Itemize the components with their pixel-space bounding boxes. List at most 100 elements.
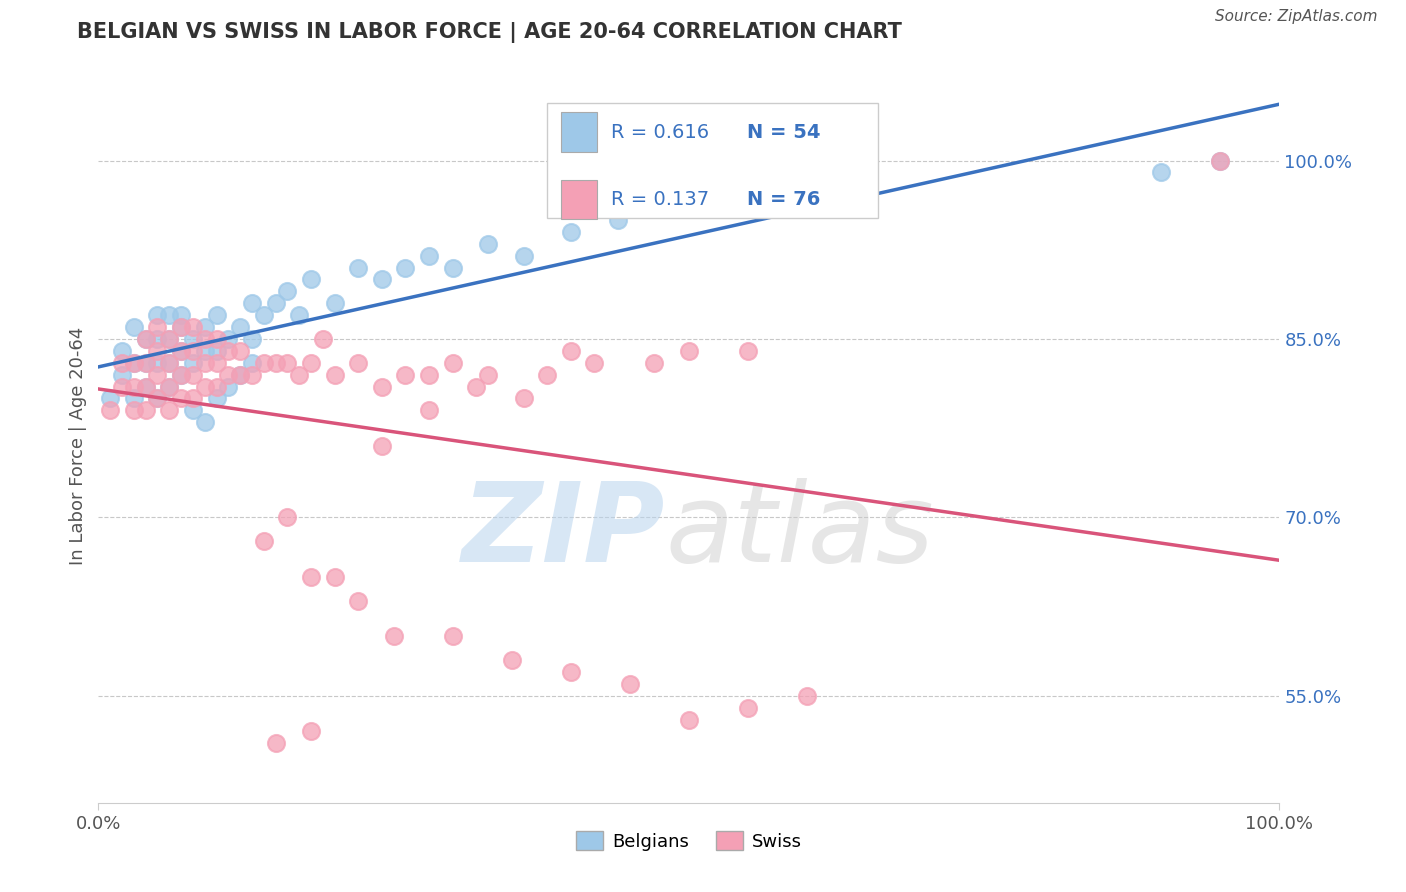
Point <box>157 356 180 370</box>
Point <box>312 332 335 346</box>
Point <box>394 368 416 382</box>
Text: ZIP: ZIP <box>461 478 665 585</box>
Point <box>205 332 228 346</box>
Point <box>371 379 394 393</box>
Point <box>441 356 464 370</box>
Point <box>135 356 157 370</box>
Point <box>170 343 193 358</box>
Point <box>146 356 169 370</box>
Point <box>157 308 180 322</box>
Point <box>146 308 169 322</box>
Point <box>253 308 276 322</box>
Point <box>477 368 499 382</box>
Point <box>157 379 180 393</box>
Point <box>394 260 416 275</box>
Point <box>240 332 263 346</box>
Point <box>170 308 193 322</box>
Point <box>170 343 193 358</box>
Point <box>347 260 370 275</box>
Point <box>678 713 700 727</box>
Text: N = 76: N = 76 <box>747 190 820 210</box>
Point <box>560 343 582 358</box>
Point <box>264 296 287 310</box>
Text: atlas: atlas <box>665 478 934 585</box>
Y-axis label: In Labor Force | Age 20-64: In Labor Force | Age 20-64 <box>69 326 87 566</box>
Point <box>170 368 193 382</box>
Point <box>111 368 134 382</box>
Point <box>146 392 169 406</box>
Point <box>253 534 276 549</box>
Point <box>205 392 228 406</box>
Point <box>288 368 311 382</box>
Point <box>418 403 440 417</box>
Point <box>98 392 121 406</box>
Point <box>1209 153 1232 168</box>
Point <box>501 653 523 667</box>
Point <box>157 403 180 417</box>
Point <box>512 249 534 263</box>
Point <box>181 392 204 406</box>
Point <box>205 356 228 370</box>
Point <box>146 343 169 358</box>
Bar <box>561 180 596 219</box>
Point <box>170 368 193 382</box>
Point <box>205 379 228 393</box>
Point <box>418 249 440 263</box>
Point <box>288 308 311 322</box>
Point <box>264 356 287 370</box>
Point <box>737 343 759 358</box>
Point <box>181 368 204 382</box>
Point <box>371 272 394 286</box>
Point <box>536 368 558 382</box>
Point <box>217 368 239 382</box>
Point <box>157 332 180 346</box>
Point <box>619 677 641 691</box>
Point <box>146 320 169 334</box>
Legend: Belgians, Swiss: Belgians, Swiss <box>568 824 810 858</box>
Point <box>181 332 204 346</box>
Point <box>111 379 134 393</box>
Point <box>157 379 180 393</box>
Point <box>512 392 534 406</box>
Point <box>217 379 239 393</box>
Point <box>299 570 322 584</box>
Point <box>122 356 145 370</box>
Bar <box>547 103 877 218</box>
Point <box>194 320 217 334</box>
Point <box>240 356 263 370</box>
Point <box>181 356 204 370</box>
Point <box>122 392 145 406</box>
Point <box>135 332 157 346</box>
Point <box>560 665 582 679</box>
Point <box>299 724 322 739</box>
Point <box>276 285 298 299</box>
Point <box>441 629 464 643</box>
Point <box>323 570 346 584</box>
Point <box>194 415 217 429</box>
Point <box>135 403 157 417</box>
Point <box>299 272 322 286</box>
Point <box>170 392 193 406</box>
Point <box>347 593 370 607</box>
Point <box>560 225 582 239</box>
Point <box>323 296 346 310</box>
Point <box>157 332 180 346</box>
Point <box>229 343 252 358</box>
Point <box>217 343 239 358</box>
Point <box>135 332 157 346</box>
Point <box>205 343 228 358</box>
Point <box>111 356 134 370</box>
Point <box>170 320 193 334</box>
Point <box>194 356 217 370</box>
Point <box>737 700 759 714</box>
Point <box>229 320 252 334</box>
Text: R = 0.137: R = 0.137 <box>612 190 709 210</box>
Point <box>146 332 169 346</box>
Point <box>465 379 488 393</box>
Point <box>194 343 217 358</box>
Bar <box>561 112 596 152</box>
Point <box>299 356 322 370</box>
Point <box>678 343 700 358</box>
Point <box>253 356 276 370</box>
Point <box>217 332 239 346</box>
